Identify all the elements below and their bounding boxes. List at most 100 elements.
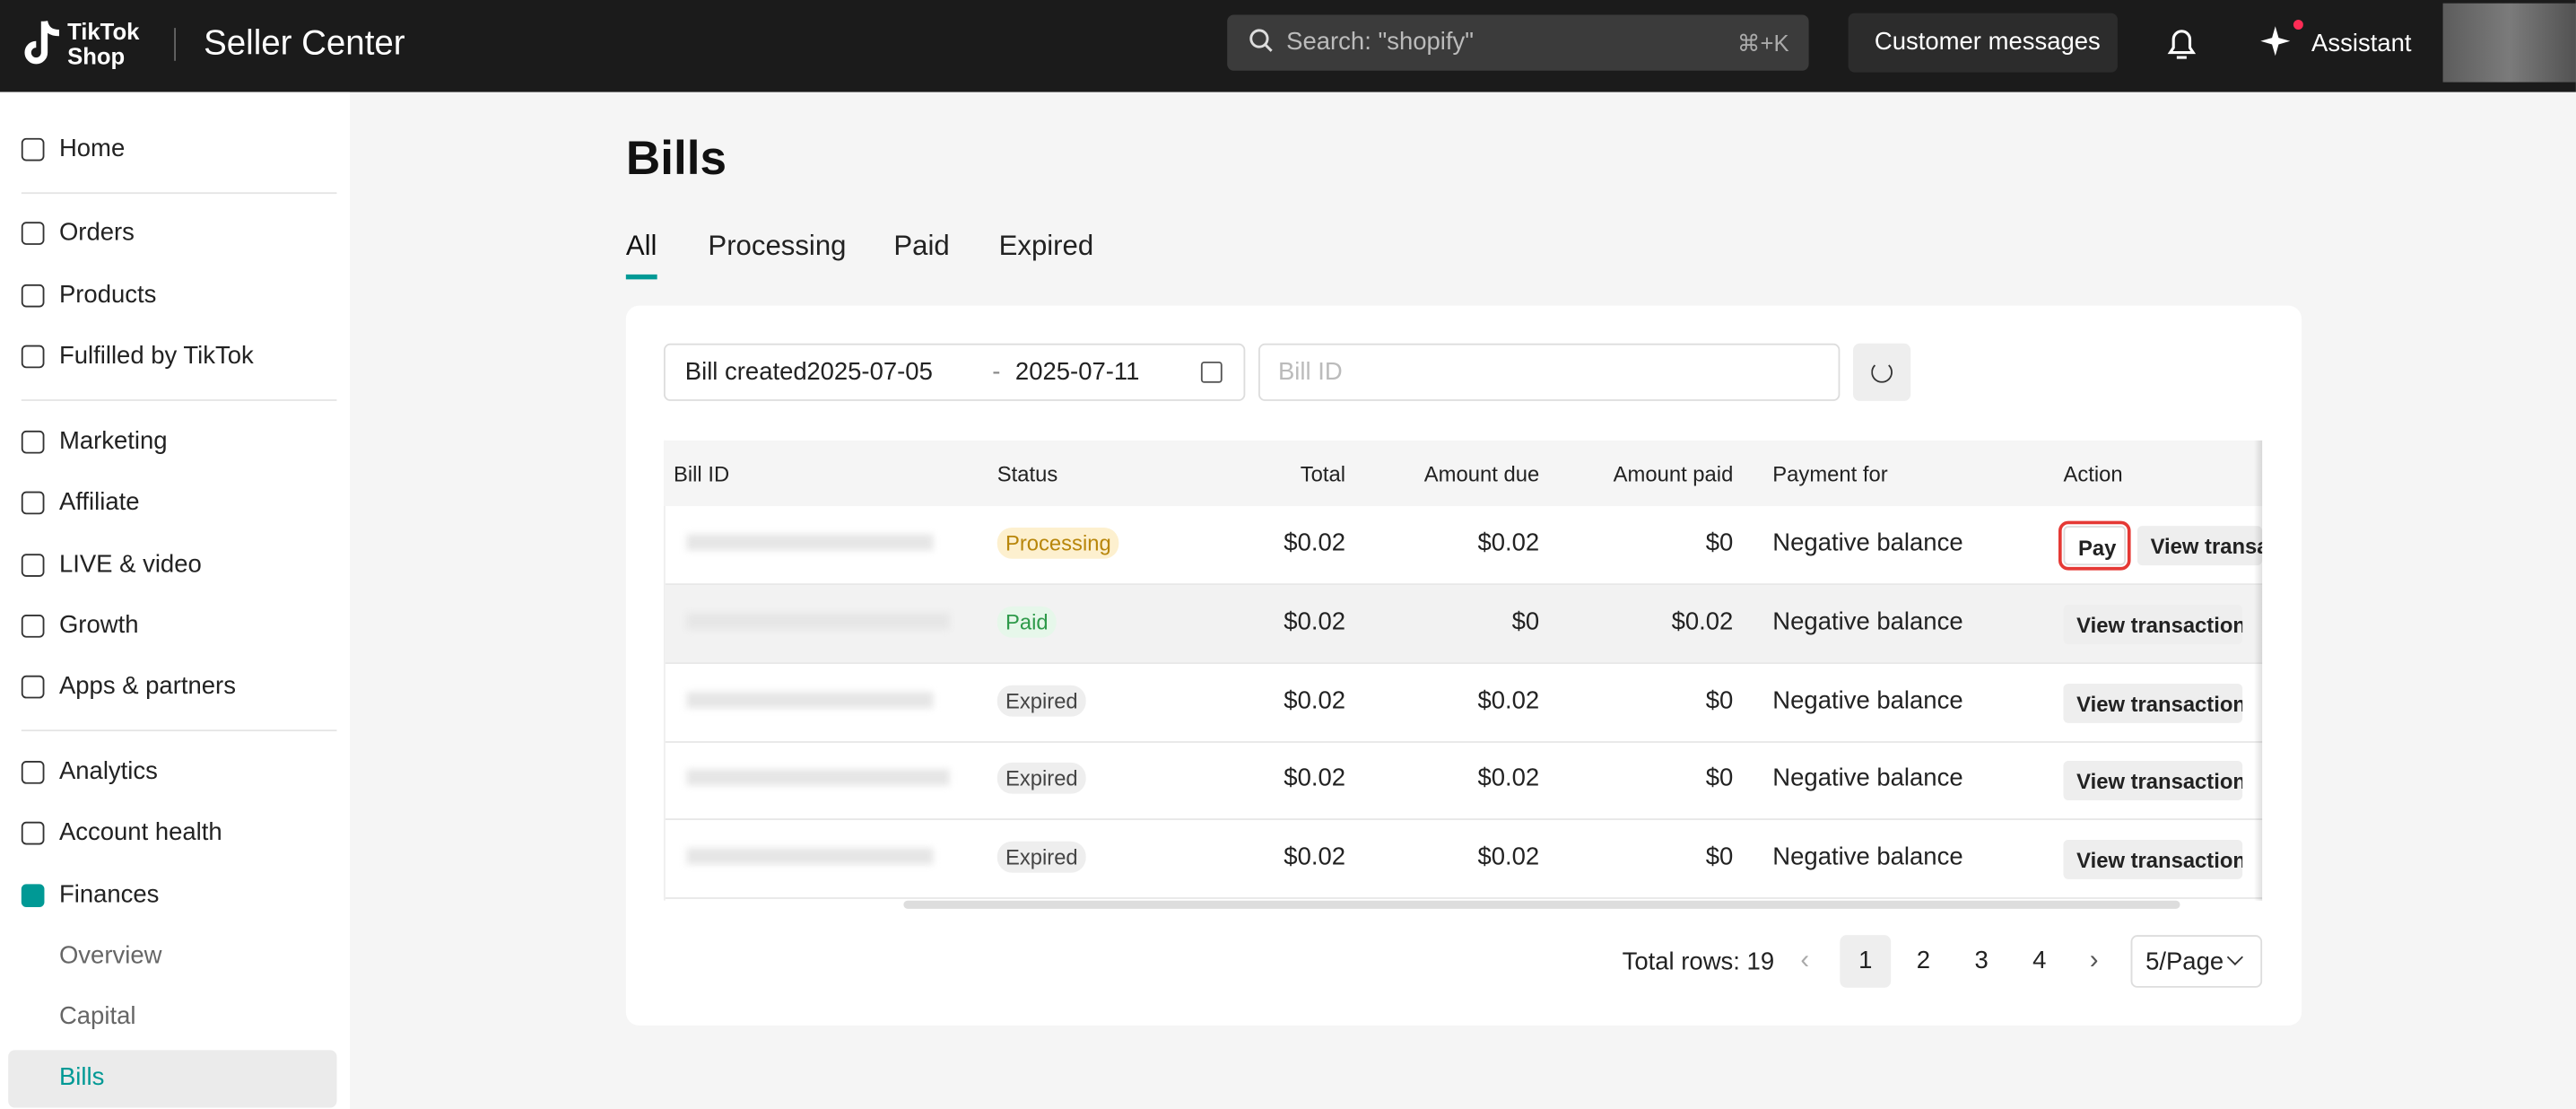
nav-icon bbox=[21, 554, 45, 577]
search-box[interactable] bbox=[1227, 14, 1809, 71]
bill-id-input[interactable] bbox=[1258, 343, 1841, 401]
amount-due: $0.02 bbox=[1477, 764, 1540, 793]
amount-paid: $0 bbox=[1705, 764, 1734, 793]
table-header bbox=[663, 440, 2263, 507]
nav-icon bbox=[21, 222, 45, 245]
calendar-icon bbox=[1200, 361, 1223, 383]
nav-icon bbox=[21, 821, 45, 845]
column-header: Payment for bbox=[1772, 461, 1888, 487]
prev-page[interactable]: ‹ bbox=[1800, 947, 1810, 975]
messages-button-bg[interactable] bbox=[1848, 13, 2118, 73]
column-header: Action bbox=[2063, 461, 2123, 487]
amount-due: $0.02 bbox=[1477, 528, 1540, 557]
avatar[interactable] bbox=[2442, 3, 2576, 83]
nav-item[interactable]: Finances bbox=[58, 880, 160, 909]
nav-icon bbox=[21, 491, 45, 515]
amount-due: $0.02 bbox=[1477, 843, 1540, 871]
amount-due: $0.02 bbox=[1477, 685, 1540, 714]
action-button[interactable]: View transaction bbox=[2063, 604, 2243, 644]
date-filter[interactable] bbox=[663, 343, 1246, 401]
amount-paid: $0 bbox=[1705, 843, 1734, 871]
messages-button[interactable]: Customer messages bbox=[1874, 28, 2101, 57]
payment-for: Negative balance bbox=[1772, 764, 1963, 793]
nav-divider bbox=[21, 192, 337, 195]
amount-paid: $0 bbox=[1705, 528, 1734, 557]
nav-item[interactable]: Account health bbox=[58, 818, 222, 847]
page-button[interactable]: 2 bbox=[1916, 947, 1931, 975]
action-button[interactable]: Pay bbox=[2058, 520, 2131, 571]
nav-divider bbox=[21, 729, 337, 732]
total: $0.02 bbox=[1284, 607, 1346, 636]
bell-icon[interactable] bbox=[2163, 24, 2199, 64]
row-divider bbox=[665, 818, 2263, 821]
total: $0.02 bbox=[1284, 685, 1346, 714]
row-divider bbox=[665, 583, 2263, 586]
tab[interactable]: Expired bbox=[998, 230, 1094, 262]
nav-item[interactable]: Home bbox=[58, 135, 126, 163]
assistant-label[interactable]: Assistant bbox=[2311, 29, 2412, 58]
column-header: Bill ID bbox=[673, 461, 730, 487]
nav-item[interactable]: Fulfilled by TikTok bbox=[58, 341, 254, 371]
total: $0.02 bbox=[1284, 528, 1346, 557]
page-button[interactable]: 3 bbox=[1974, 947, 1989, 975]
nav-item[interactable]: Overview bbox=[58, 941, 162, 970]
nav-item[interactable]: Capital bbox=[58, 1002, 136, 1031]
sidebar-selected-bg bbox=[8, 1050, 337, 1108]
tab[interactable]: Paid bbox=[893, 230, 950, 262]
action-button[interactable]: View transaction bbox=[2063, 839, 2243, 879]
row-divider bbox=[665, 661, 2263, 664]
search-shortcut: ⌘+K bbox=[1736, 29, 1789, 57]
nav-item[interactable]: Growth bbox=[58, 611, 139, 640]
nav-item[interactable]: Bills bbox=[58, 1063, 105, 1092]
status-tag: Expired bbox=[996, 763, 1086, 795]
nav-item[interactable]: Marketing bbox=[58, 427, 168, 456]
column-header: Status bbox=[996, 461, 1058, 487]
nav-icon bbox=[21, 615, 45, 638]
page-size[interactable]: 5/Page bbox=[2130, 935, 2263, 988]
action-button[interactable]: View transaction bbox=[2063, 683, 2243, 722]
tab[interactable]: All bbox=[625, 230, 657, 262]
reset-icon bbox=[1871, 361, 1893, 383]
page-button[interactable]: 4 bbox=[2032, 947, 2047, 975]
nav-item[interactable]: Orders bbox=[58, 218, 135, 247]
bill-id-redacted bbox=[686, 534, 934, 551]
table-right-shadow bbox=[2253, 440, 2263, 901]
tab[interactable]: Processing bbox=[708, 230, 847, 262]
amount-due: $0 bbox=[1511, 607, 1540, 636]
nav-icon bbox=[21, 137, 45, 162]
nav-icon bbox=[21, 675, 45, 699]
status-tag: Paid bbox=[996, 606, 1057, 638]
nav-icon bbox=[21, 345, 45, 369]
tab-underline bbox=[625, 274, 657, 280]
bill-id-redacted bbox=[686, 769, 950, 786]
column-header: Amount paid bbox=[1613, 461, 1734, 487]
table bbox=[663, 440, 2262, 901]
logo-text: TikTok Shop bbox=[67, 18, 140, 69]
amount-paid: $0 bbox=[1705, 685, 1734, 714]
nav-icon bbox=[21, 284, 45, 308]
total: $0.02 bbox=[1284, 764, 1346, 793]
row-divider bbox=[665, 740, 2263, 742]
action-button[interactable]: View transaction bbox=[2137, 526, 2263, 566]
column-header: Total bbox=[1300, 461, 1346, 487]
column-header: Amount due bbox=[1423, 461, 1540, 487]
action-button[interactable]: View transaction bbox=[2063, 761, 2243, 801]
nav-item[interactable]: Analytics bbox=[58, 757, 158, 786]
next-page[interactable]: › bbox=[2089, 947, 2099, 975]
nav-divider bbox=[21, 399, 337, 401]
search-placeholder: Search: "shopify" bbox=[1286, 28, 1475, 57]
nav-item[interactable]: Affiliate bbox=[58, 487, 140, 517]
status-tag: Processing bbox=[996, 527, 1119, 559]
page-button[interactable]: 1 bbox=[1840, 935, 1892, 988]
start-date: 2025-07-05 bbox=[806, 358, 933, 387]
bill-id-redacted bbox=[686, 691, 934, 708]
nav-item[interactable]: LIVE & video bbox=[58, 550, 202, 579]
nav-item[interactable]: Apps & partners bbox=[58, 672, 236, 701]
nav-item[interactable]: Products bbox=[58, 281, 157, 310]
assistant-icon[interactable] bbox=[2258, 19, 2303, 65]
page-title: Bills bbox=[625, 133, 727, 186]
total: $0.02 bbox=[1284, 843, 1346, 871]
payment-for: Negative balance bbox=[1772, 843, 1963, 871]
status-tag: Expired bbox=[996, 684, 1086, 716]
